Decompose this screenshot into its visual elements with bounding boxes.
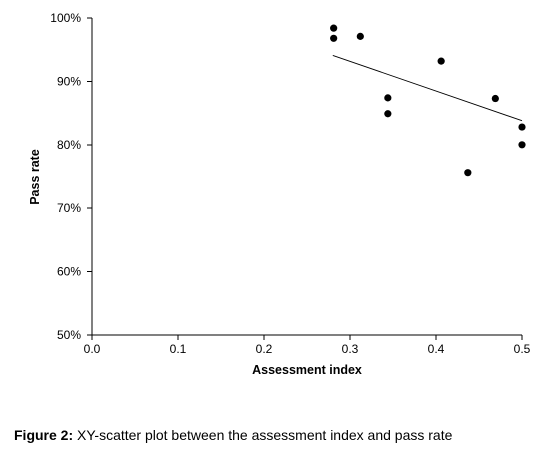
trendline-layer — [332, 54, 523, 122]
axes: 50% 60% 70% 80% 90% 100% 0.0 0.1 0.2 0.3 0.4 0.5 — [50, 11, 530, 356]
data-point — [437, 57, 445, 65]
y-axis-title: Pass rate — [28, 149, 42, 205]
x-tick-label: 0.5 — [514, 342, 531, 356]
data-point — [491, 94, 499, 103]
x-tick-label: 0.4 — [428, 342, 445, 356]
data-point — [384, 94, 392, 102]
x-axis-title: Assessment index — [252, 363, 362, 377]
points-layer — [330, 24, 526, 177]
y-tick-label: 90% — [57, 74, 81, 88]
y-tick-label: 50% — [57, 328, 81, 342]
figure-caption: Figure 2: XY-scatter plot between the as… — [14, 427, 452, 443]
data-point — [330, 24, 338, 32]
x-tick-label: 0.1 — [170, 342, 187, 356]
scatter-chart: 50% 60% 70% 80% 90% 100% 0.0 0.1 0.2 0.3 0.4 0.5 As… — [28, 11, 531, 377]
y-tick-label: 100% — [50, 11, 81, 25]
x-tick-label: 0.0 — [84, 342, 101, 356]
data-point — [330, 34, 338, 42]
figure-caption-label: Figure 2: — [14, 427, 74, 443]
data-point — [518, 141, 526, 149]
trendline — [332, 54, 523, 122]
y-tick-label: 70% — [57, 201, 81, 215]
figure-caption-text: XY-scatter plot between the assessment i… — [73, 427, 453, 443]
y-tick-label: 80% — [57, 138, 81, 152]
data-point — [356, 32, 364, 40]
y-tick-label: 60% — [57, 265, 81, 279]
x-tick-label: 0.3 — [342, 342, 359, 356]
data-point — [464, 169, 472, 177]
data-point — [384, 110, 392, 118]
x-tick-label: 0.2 — [256, 342, 273, 356]
data-point — [518, 123, 526, 131]
